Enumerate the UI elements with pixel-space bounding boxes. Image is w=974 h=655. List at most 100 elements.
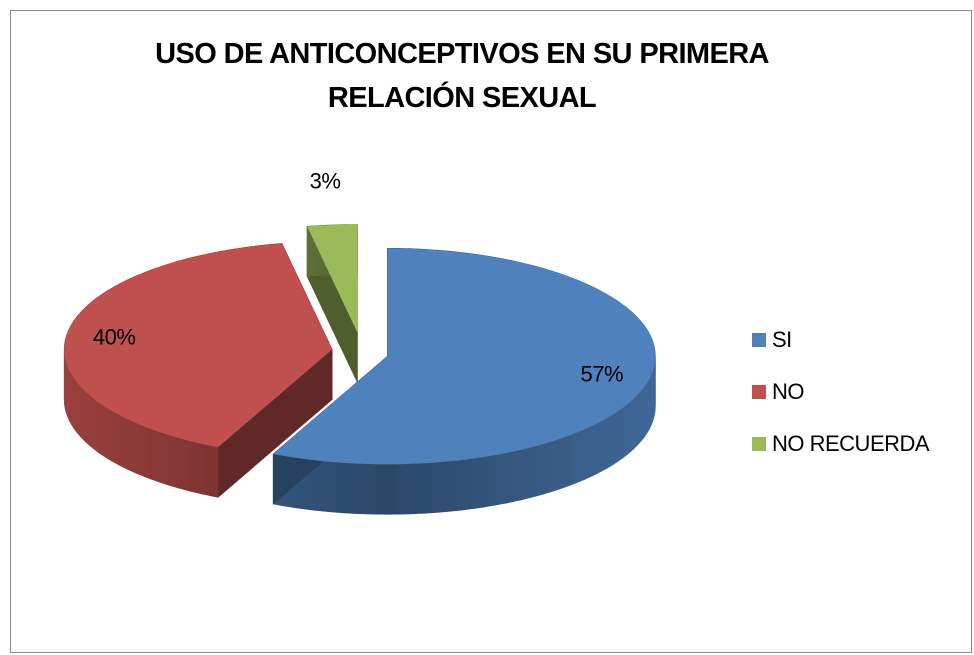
slice-wall xyxy=(442,461,448,513)
slice-wall xyxy=(568,434,573,487)
legend-swatch xyxy=(752,437,766,451)
slice xyxy=(273,248,656,465)
slice-wall xyxy=(513,450,519,502)
slice-wall xyxy=(581,429,585,482)
legend-label: SI xyxy=(772,327,792,352)
slice-wall xyxy=(525,447,530,500)
slice-wall xyxy=(497,453,503,505)
slice-wall xyxy=(385,464,391,515)
slice-wall xyxy=(620,407,624,460)
slice-wall xyxy=(447,460,453,512)
slice-wall xyxy=(190,440,195,493)
slice-wall xyxy=(577,430,582,483)
slice-wall xyxy=(407,463,413,515)
slice-wall xyxy=(611,413,615,466)
slice-wall xyxy=(603,417,608,471)
slice-wall xyxy=(477,457,482,509)
slice-wall xyxy=(473,457,478,509)
slice-wall xyxy=(175,436,180,489)
slice-wall xyxy=(209,445,215,497)
slice-wall xyxy=(398,463,404,515)
slice-wall xyxy=(358,463,364,515)
slice-wall xyxy=(590,424,594,478)
slice-wall xyxy=(327,461,333,513)
slice-wall xyxy=(376,463,382,515)
slice-wall xyxy=(481,456,487,508)
slice-wall xyxy=(584,427,588,480)
slice-wall xyxy=(113,411,117,464)
slice-wall xyxy=(489,454,495,507)
slice-wall xyxy=(96,400,100,454)
slice-wall xyxy=(493,454,499,506)
slice-wall xyxy=(464,458,470,511)
slice-wall xyxy=(468,458,474,510)
chart-title: USO DE ANTICONCEPTIVOS EN SU PRIMERA REL… xyxy=(155,38,769,114)
data-label: 3% xyxy=(310,169,341,194)
slice-wall xyxy=(412,463,417,515)
slice-side xyxy=(306,224,358,383)
slice-wall xyxy=(403,463,409,515)
slice-wall xyxy=(609,414,613,468)
legend-swatch xyxy=(752,385,766,399)
slice-wall xyxy=(547,441,552,494)
slice-wall xyxy=(451,460,457,512)
slice-wall xyxy=(148,427,152,480)
slice-wall xyxy=(154,430,159,483)
slice-wall xyxy=(571,432,576,486)
slice-wall xyxy=(103,405,107,458)
slice-wall xyxy=(533,445,538,498)
slice-wall xyxy=(186,439,191,492)
legend-label: NO RECUERDA xyxy=(772,431,930,456)
slice-wall xyxy=(141,425,146,478)
slice-wall xyxy=(598,420,602,474)
slice-wall xyxy=(613,411,617,465)
slice-wall xyxy=(455,459,461,512)
slice-wall xyxy=(540,443,545,496)
slice-wall xyxy=(529,446,534,499)
slice-wall xyxy=(336,461,342,514)
slice-wall xyxy=(94,398,98,452)
slice-wall xyxy=(616,410,620,463)
slice-wall xyxy=(323,460,329,512)
slice-wall xyxy=(416,463,422,514)
slice-wall xyxy=(592,423,597,476)
slice-wall xyxy=(345,462,351,514)
slice-wall xyxy=(601,419,605,472)
slice-wall xyxy=(213,446,219,498)
slice-wall xyxy=(554,438,559,491)
slice-wall xyxy=(394,463,400,515)
slice-wall xyxy=(164,433,169,486)
slice-wall xyxy=(129,419,134,473)
slice-wall xyxy=(558,437,563,490)
slice-wall xyxy=(98,402,102,455)
slice-wall xyxy=(179,437,184,490)
slice-wall xyxy=(551,440,556,493)
slice-wall xyxy=(389,463,395,515)
slice-wall xyxy=(138,423,143,477)
slice-wall xyxy=(536,444,542,497)
slice-wall xyxy=(198,442,203,495)
slice-wall xyxy=(201,443,207,496)
slice-wall xyxy=(595,422,600,475)
slice-side xyxy=(272,247,656,515)
slice-wall xyxy=(340,462,346,514)
slice-wall xyxy=(517,449,523,501)
slice-wall xyxy=(105,406,109,460)
slice-wall xyxy=(135,422,140,475)
slice-wall xyxy=(362,463,368,515)
slice-wall xyxy=(485,455,491,508)
slice xyxy=(307,224,358,333)
slice-wall xyxy=(574,431,579,484)
slice-wall xyxy=(168,434,173,487)
slice-wall xyxy=(100,403,104,457)
slice-wall xyxy=(182,438,188,491)
slice-wall xyxy=(544,442,549,495)
slice-wall xyxy=(429,462,435,514)
slice-wall xyxy=(144,426,149,479)
slice-wall xyxy=(438,461,444,513)
slice-wall xyxy=(123,417,128,470)
slice-wall xyxy=(194,441,199,494)
slice-wall xyxy=(121,415,125,469)
